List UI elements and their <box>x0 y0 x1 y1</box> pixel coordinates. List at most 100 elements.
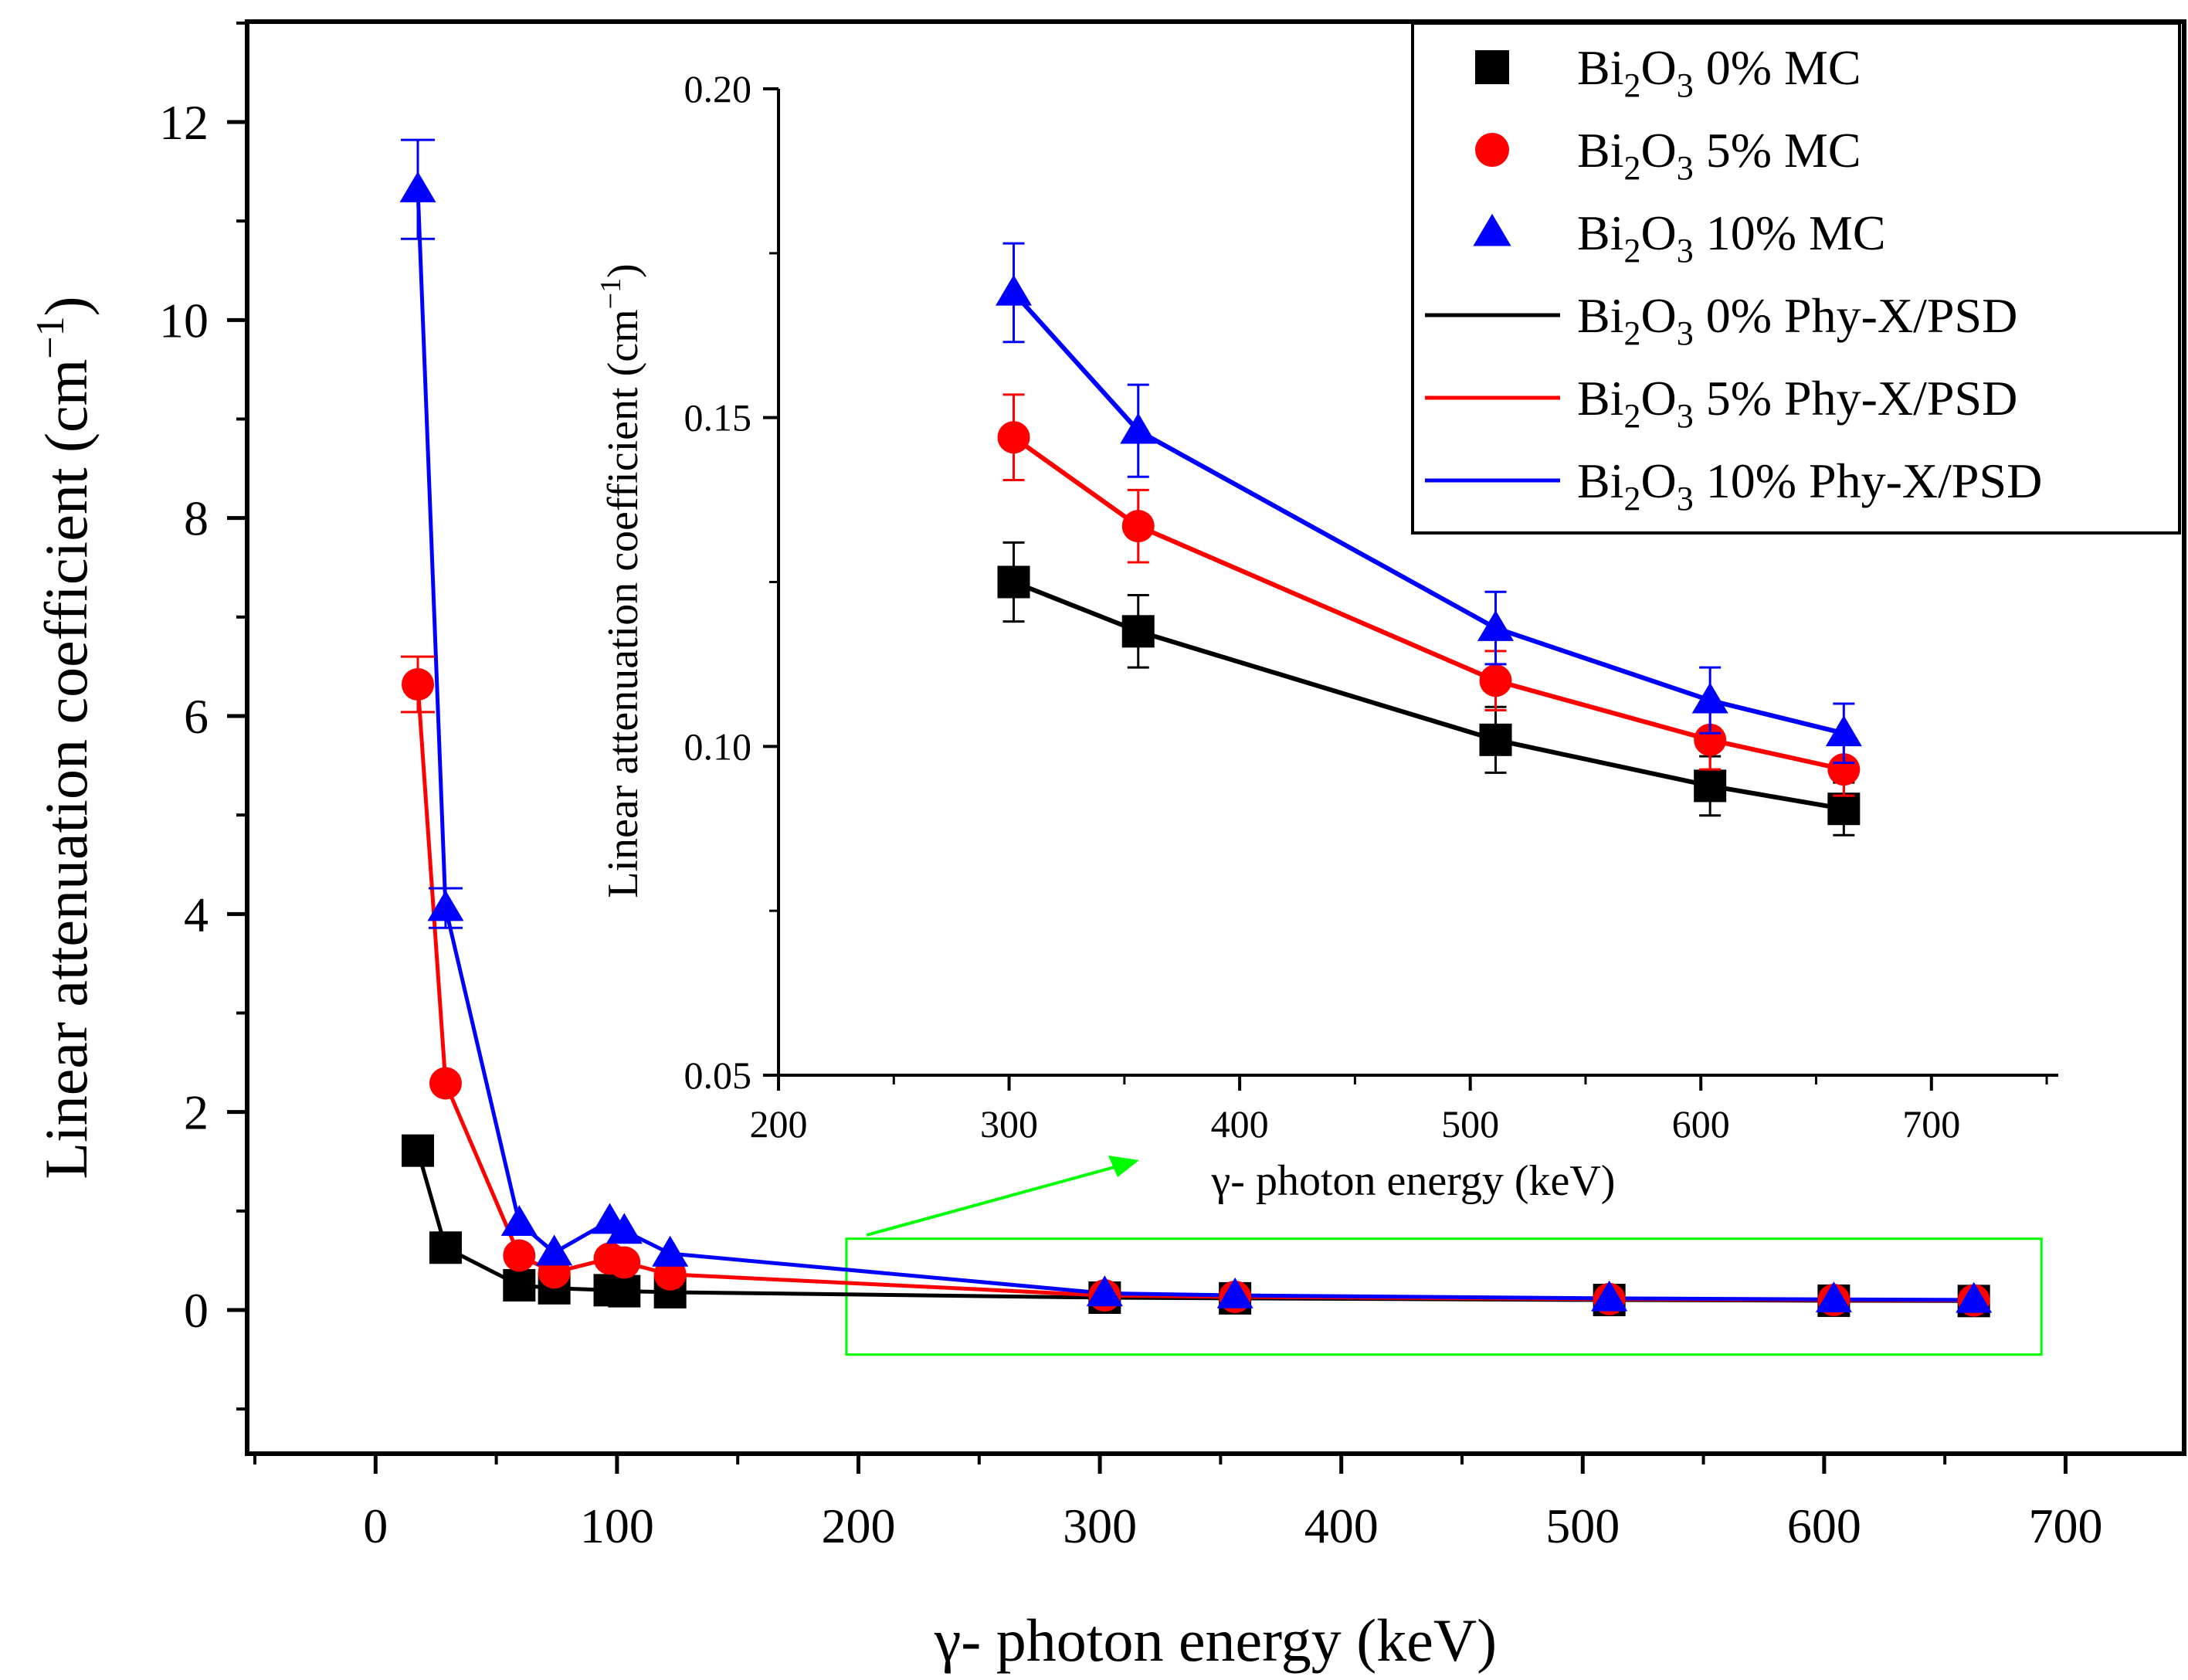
inset-data-point <box>1479 723 1512 756</box>
inset-series-markers <box>996 242 1862 765</box>
legend-item: Bi2O3 0% MC <box>1475 40 1861 104</box>
inset-data-point <box>1691 682 1728 714</box>
legend-label-mid: O <box>1640 453 1676 508</box>
legend-label-tail: 0% MC <box>1694 40 1861 95</box>
series-line <box>416 1149 1974 1303</box>
legend-label-tail: 5% MC <box>1694 123 1861 178</box>
inset-data-point <box>1477 609 1515 641</box>
legend-label-tail: 10% MC <box>1694 205 1886 260</box>
data-point <box>536 1234 573 1266</box>
legend-item: Bi2O3 10% MC <box>1473 205 1886 270</box>
x-tick-label: 100 <box>580 1498 654 1553</box>
inset-data-point <box>1121 510 1155 543</box>
data-point <box>500 1205 538 1236</box>
legend-label: Bi2O3 5% MC <box>1577 123 1861 187</box>
inset-x-tick-label: 500 <box>1441 1102 1499 1145</box>
legend-marker-swatch <box>1475 133 1509 167</box>
y-tick-label: 10 <box>159 293 209 348</box>
series-markers <box>402 1134 1990 1318</box>
legend-label-sub: 2 <box>1623 149 1640 187</box>
legend-label-tail: 0% Phy-X/PSD <box>1694 288 2018 343</box>
inset-data-point <box>996 274 1033 306</box>
inset-data-point <box>1479 664 1512 697</box>
inset-data-point <box>1825 715 1862 747</box>
data-point <box>503 1268 536 1302</box>
legend-label-mid: O <box>1640 371 1676 426</box>
y-tick-label: 6 <box>184 689 209 744</box>
legend-item: Bi2O3 5% Phy-X/PSD <box>1425 371 2017 435</box>
data-point <box>608 1274 641 1308</box>
data-point <box>1216 1277 1253 1308</box>
inset-data-point <box>1121 615 1155 648</box>
inset-y-axis-title: Linear attenuation coefficient (cm−1) <box>595 263 647 898</box>
data-point <box>429 1067 462 1100</box>
legend-label-base: Bi <box>1577 123 1623 178</box>
data-point <box>429 1231 462 1264</box>
x-tick-label: 300 <box>1063 1498 1137 1553</box>
legend-label-mid: O <box>1640 40 1676 95</box>
legend-label: Bi2O3 10% MC <box>1577 205 1886 270</box>
y-axis-title-sup: −1 <box>29 316 73 358</box>
inset-data-point <box>1827 792 1861 826</box>
inset-x-tick-label: 200 <box>750 1102 808 1145</box>
legend-label-sub: 2 <box>1623 480 1640 518</box>
data-point <box>1815 1281 1852 1313</box>
inset-x-tick-label: 600 <box>1672 1102 1730 1145</box>
y-axis-title-base: Linear attenuation coefficient (cm <box>32 359 100 1179</box>
series-line <box>416 189 1974 1302</box>
y-tick-label: 12 <box>159 95 209 150</box>
legend-label-sub: 3 <box>1677 314 1694 352</box>
legend-label-sub: 2 <box>1623 397 1640 435</box>
legend-label-tail: 10% Phy-X/PSD <box>1694 453 2043 508</box>
legend-label: Bi2O3 0% MC <box>1577 40 1861 104</box>
legend-label: Bi2O3 10% Phy-X/PSD <box>1577 453 2042 518</box>
inset-x-tick-label: 700 <box>1902 1102 1960 1145</box>
zoom-arrow-head <box>1108 1156 1139 1177</box>
data-point <box>399 171 436 202</box>
legend-marker-swatch <box>1475 50 1509 84</box>
legend-label-sub: 3 <box>1677 232 1694 270</box>
y-tick-label: 8 <box>184 491 209 546</box>
inset-data-point <box>997 421 1030 454</box>
zoom-arrow-line <box>866 1161 1132 1237</box>
y-tick-label: 4 <box>184 887 209 942</box>
inset-data-point <box>997 565 1030 599</box>
legend-label-sub: 3 <box>1677 66 1694 104</box>
series-markers <box>399 138 1993 1313</box>
y-axis-title: Linear attenuation coefficient (cm−1) <box>29 296 100 1179</box>
legend-label-sub: 3 <box>1677 397 1694 435</box>
legend-label-base: Bi <box>1577 205 1623 260</box>
legend-label-sub: 3 <box>1677 149 1694 187</box>
inset-y-tick-label: 0.05 <box>684 1054 752 1097</box>
legend-label-mid: O <box>1640 123 1676 178</box>
inset-y-title-sup: −1 <box>595 278 627 309</box>
y-axis-title-close: ) <box>32 296 100 316</box>
zoom-arrow <box>866 1156 1139 1237</box>
x-tick-label: 400 <box>1304 1498 1379 1553</box>
data-point <box>503 1239 536 1272</box>
main-plot-frame <box>245 19 2186 1456</box>
data-point <box>402 1134 435 1167</box>
data-point <box>1086 1275 1123 1307</box>
legend-label-sub: 3 <box>1677 480 1694 518</box>
y-tick-label: 2 <box>184 1085 209 1140</box>
inset-plot: 200 300 400 500 600 700 0.05 0.10 0.15 0.20 γ- pho… <box>595 67 2058 1205</box>
inset-data-point <box>1827 753 1861 786</box>
data-point <box>427 890 464 921</box>
x-tick-label: 600 <box>1787 1498 1861 1553</box>
inset-y-title-base: Linear attenuation coefficient (cm <box>599 309 647 898</box>
inset-series-markers <box>997 541 1861 837</box>
x-tick-label: 200 <box>821 1498 895 1553</box>
inset-data-point <box>1694 723 1727 756</box>
data-point <box>1591 1280 1628 1312</box>
x-tick-label: 500 <box>1545 1498 1620 1553</box>
x-tick-label: 700 <box>2028 1498 2102 1553</box>
legend-label-base: Bi <box>1577 288 1623 343</box>
series-line <box>416 684 1974 1303</box>
legend-label-tail: 5% Phy-X/PSD <box>1694 371 2018 426</box>
legend-item: Bi2O3 5% MC <box>1475 123 1861 187</box>
legend-label-base: Bi <box>1577 371 1623 426</box>
main-plot: 0 100 200 300 400 500 600 700 0 2 4 6 8 10 12 γ- photon… <box>29 19 2186 1674</box>
legend-label-base: Bi <box>1577 40 1623 95</box>
